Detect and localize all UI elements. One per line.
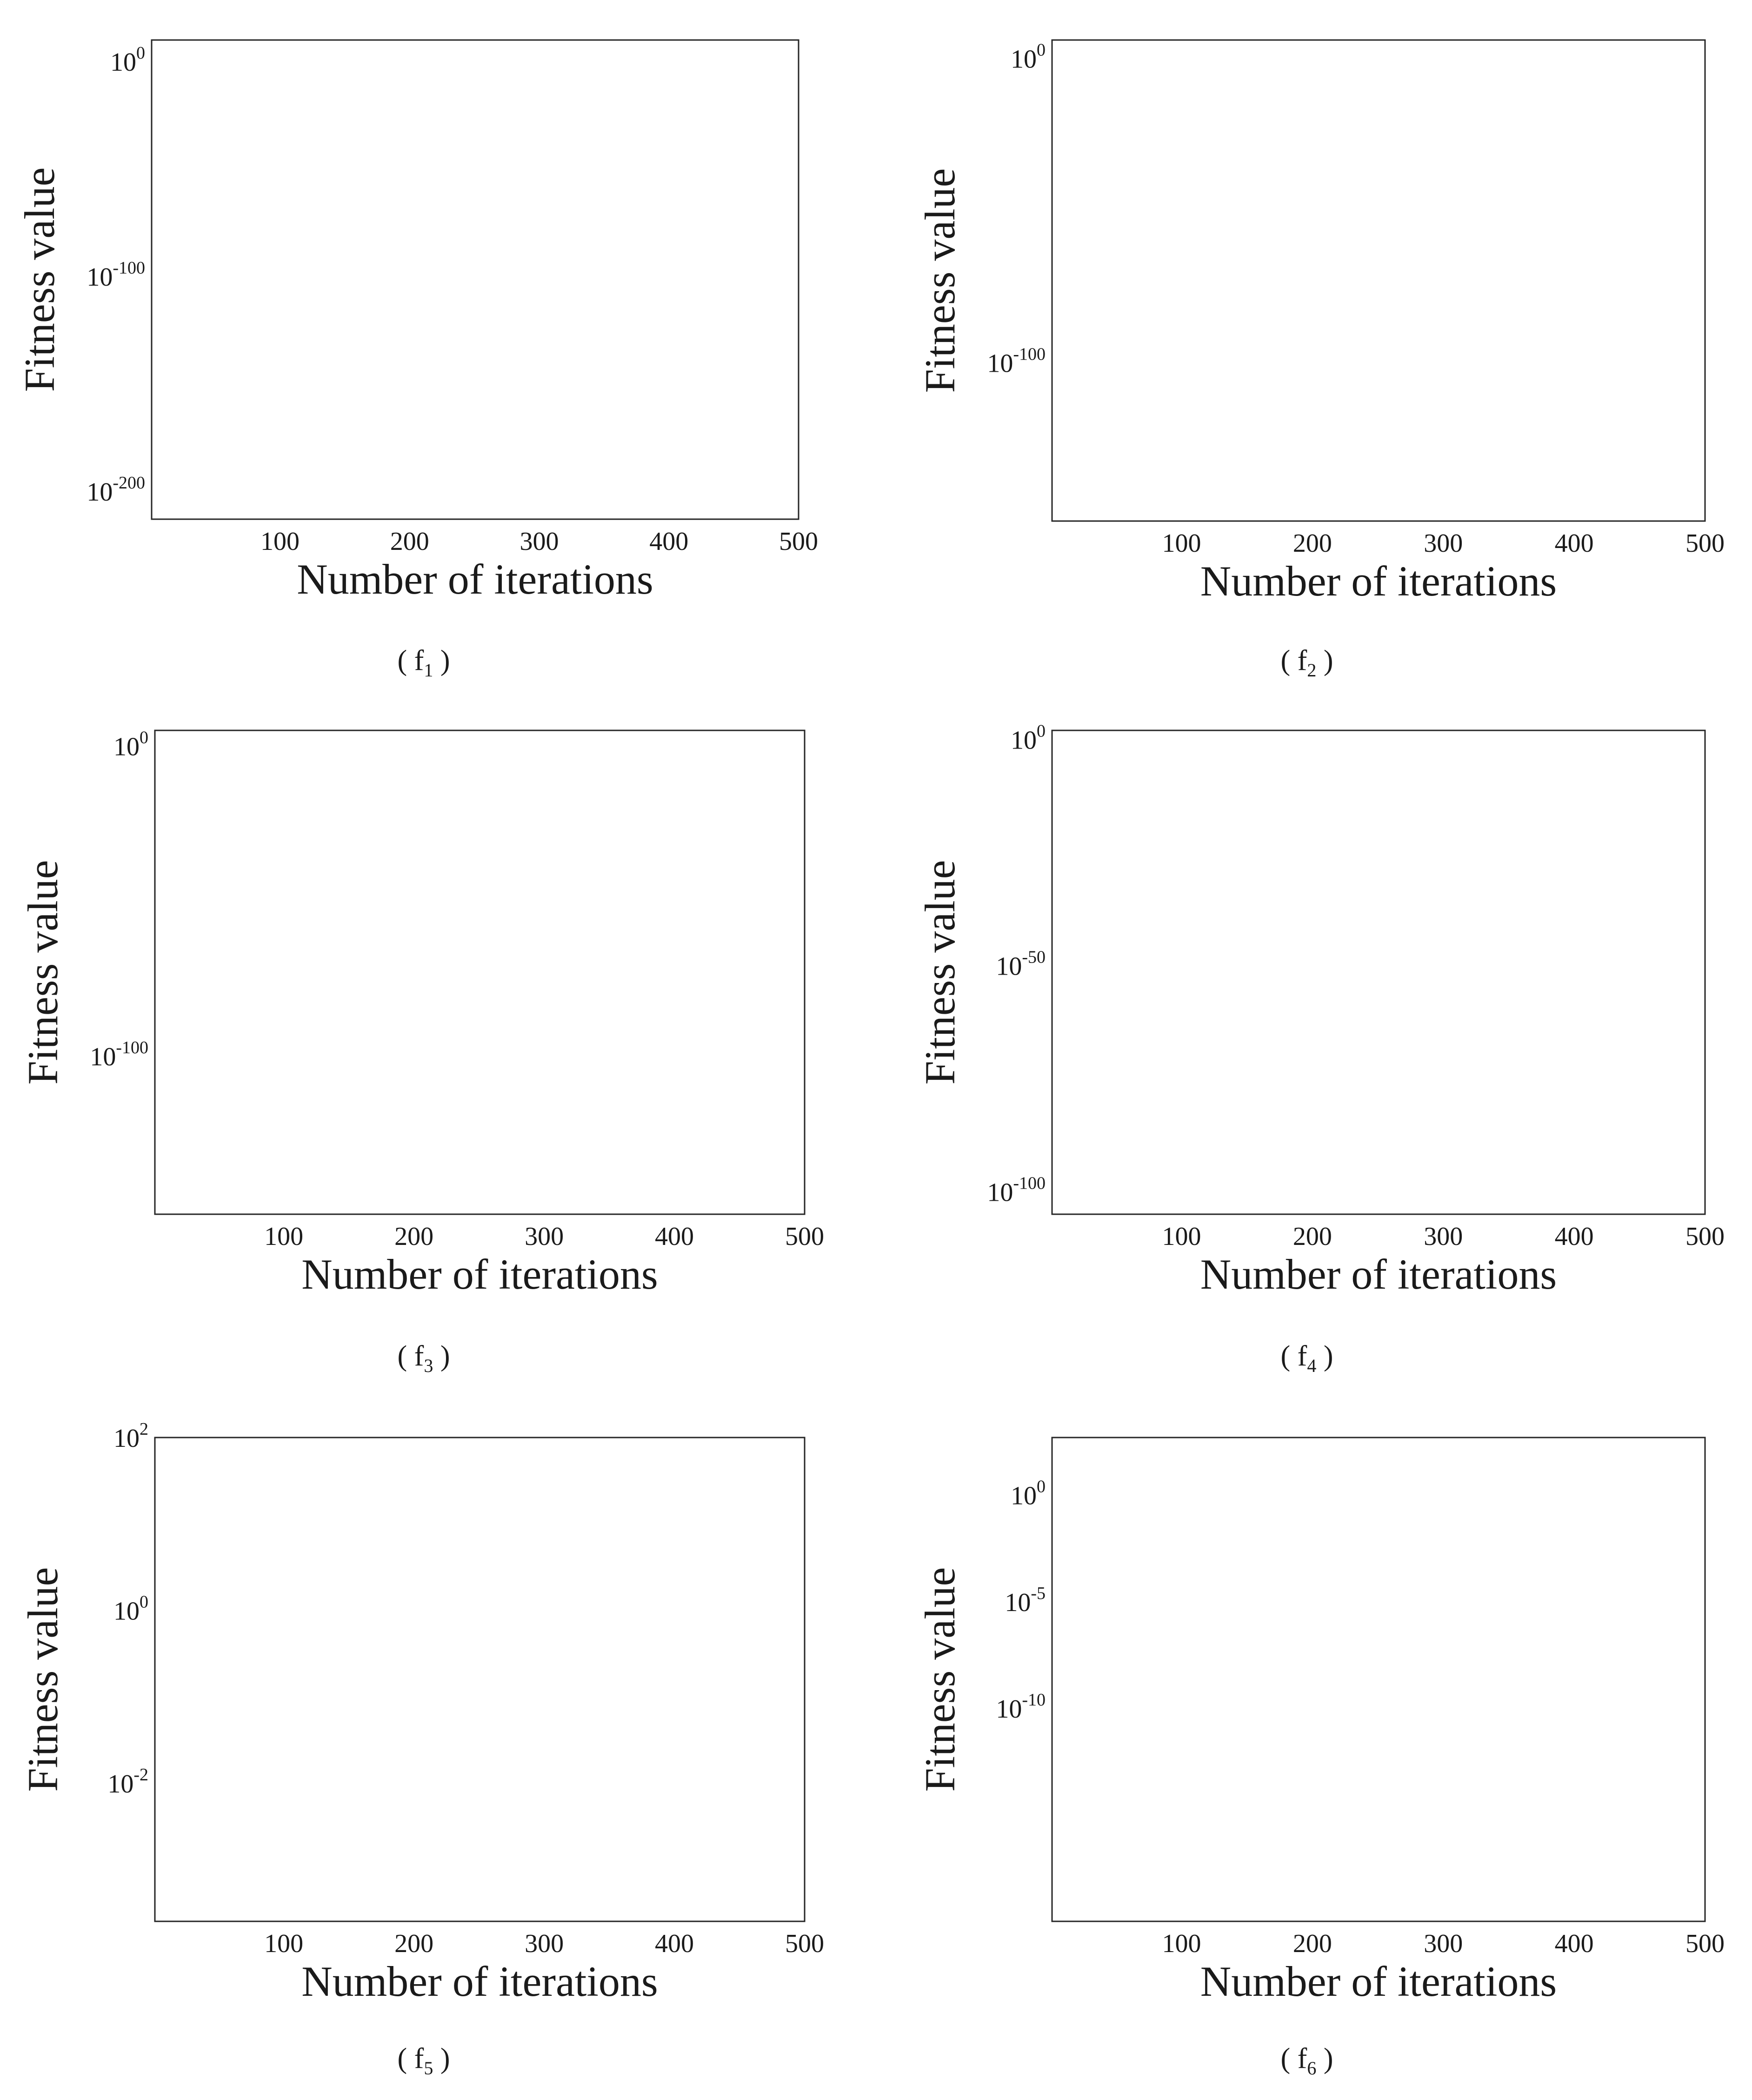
x-tick-label: 400 bbox=[1555, 529, 1594, 558]
plot-frame bbox=[154, 1437, 806, 1922]
x-tick-label: 100 bbox=[1162, 1222, 1201, 1251]
x-tick-label: 500 bbox=[1685, 529, 1725, 558]
plot-frame bbox=[1051, 39, 1706, 522]
plot-frame bbox=[151, 39, 799, 520]
chart-f1: 100 200 300 400 500 100 10-100 10-200 Number of … bbox=[16, 39, 818, 681]
y-tick-label: 100 bbox=[110, 43, 145, 77]
chart-f3: 100 200 300 400 500 100 10-100 Number of iterat… bbox=[19, 728, 824, 1376]
y-tick-label: 10-100 bbox=[987, 1173, 1046, 1207]
plot-frame bbox=[1051, 1437, 1706, 1922]
x-tick-label: 100 bbox=[264, 1222, 303, 1251]
x-tick-label: 500 bbox=[785, 1929, 824, 1958]
x-tick-label: 100 bbox=[1162, 1929, 1201, 1958]
y-tick-label: 10-2 bbox=[107, 1765, 148, 1799]
chart-f6: 100 200 300 400 500 100 10-5 10-10 Number of ite… bbox=[916, 1437, 1725, 2079]
y-tick-label: 10-200 bbox=[87, 473, 145, 507]
subplot-caption: ( f3 ) bbox=[398, 1340, 450, 1376]
y-tick-label: 10-10 bbox=[996, 1690, 1046, 1724]
y-axis-title: Fitness value bbox=[19, 1567, 67, 1792]
x-tick-label: 100 bbox=[1162, 529, 1201, 558]
y-tick-label: 10-100 bbox=[987, 345, 1046, 378]
y-tick-label: 10-5 bbox=[1005, 1584, 1046, 1617]
x-tick-label: 200 bbox=[1293, 1222, 1332, 1251]
y-axis-title: Fitness value bbox=[916, 1567, 964, 1792]
x-tick-label: 200 bbox=[1293, 529, 1332, 558]
y-tick-label: 100 bbox=[113, 728, 148, 761]
x-tick-label: 300 bbox=[525, 1929, 564, 1958]
subplot-caption: ( f6 ) bbox=[1281, 2043, 1333, 2079]
x-tick-label: 100 bbox=[264, 1929, 303, 1958]
x-tick-label: 200 bbox=[390, 527, 429, 556]
y-axis-title: Fitness value bbox=[916, 860, 964, 1085]
x-axis-title: Number of iterations bbox=[301, 1251, 658, 1298]
y-tick-label: 100 bbox=[113, 1592, 148, 1625]
x-axis-title: Number of iterations bbox=[1200, 1251, 1557, 1298]
x-tick-label: 300 bbox=[1424, 1222, 1463, 1251]
subplot-caption: ( f5 ) bbox=[398, 2043, 450, 2079]
chart-f5: 100 200 300 400 500 102 100 10-2 Number of itera… bbox=[19, 1419, 824, 2079]
y-tick-label: 100 bbox=[1011, 1477, 1046, 1511]
y-axis-title: Fitness value bbox=[19, 860, 67, 1085]
y-tick-label: 102 bbox=[113, 1419, 148, 1453]
x-tick-label: 300 bbox=[1424, 1929, 1463, 1958]
y-tick-label: 100 bbox=[1011, 721, 1046, 755]
chart-f2: 100 200 300 400 500 100 10-100 Number of iterat… bbox=[916, 39, 1725, 681]
x-tick-label: 200 bbox=[1293, 1929, 1332, 1958]
x-axis-title: Number of iterations bbox=[297, 555, 653, 603]
x-tick-label: 400 bbox=[1555, 1929, 1594, 1958]
x-tick-label: 500 bbox=[1685, 1929, 1725, 1958]
x-tick-label: 400 bbox=[649, 527, 688, 556]
x-tick-label: 100 bbox=[260, 527, 300, 556]
x-tick-label: 400 bbox=[1555, 1222, 1594, 1251]
x-axis-title: Number of iterations bbox=[1200, 1958, 1557, 2005]
x-tick-label: 500 bbox=[1685, 1222, 1725, 1251]
x-axis-title: Number of iterations bbox=[1200, 557, 1557, 605]
y-tick-label: 100 bbox=[1011, 40, 1046, 74]
subplot-caption: ( f1 ) bbox=[398, 645, 450, 681]
x-tick-label: 200 bbox=[394, 1929, 433, 1958]
x-tick-label: 400 bbox=[655, 1222, 694, 1251]
x-axis-title: Number of iterations bbox=[301, 1958, 658, 2005]
y-tick-label: 10-100 bbox=[87, 258, 145, 292]
plot-frame bbox=[1051, 729, 1706, 1215]
plot-frame bbox=[154, 729, 806, 1215]
x-tick-label: 400 bbox=[655, 1929, 694, 1958]
x-tick-label: 300 bbox=[1424, 529, 1463, 558]
x-tick-label: 300 bbox=[525, 1222, 564, 1251]
y-tick-label: 10-100 bbox=[90, 1038, 148, 1071]
y-tick-label: 10-50 bbox=[996, 947, 1046, 981]
x-tick-label: 200 bbox=[394, 1222, 433, 1251]
chart-f4: 100 200 300 400 500 100 10-50 10-100 Number of i… bbox=[916, 721, 1725, 1376]
y-axis-title: Fitness value bbox=[916, 168, 964, 393]
subplot-caption: ( f4 ) bbox=[1281, 1340, 1333, 1376]
y-axis-title: Fitness value bbox=[16, 167, 63, 392]
x-tick-label: 500 bbox=[785, 1222, 824, 1251]
x-tick-label: 500 bbox=[779, 527, 818, 556]
subplot-caption: ( f2 ) bbox=[1281, 645, 1333, 681]
x-tick-label: 300 bbox=[520, 527, 559, 556]
